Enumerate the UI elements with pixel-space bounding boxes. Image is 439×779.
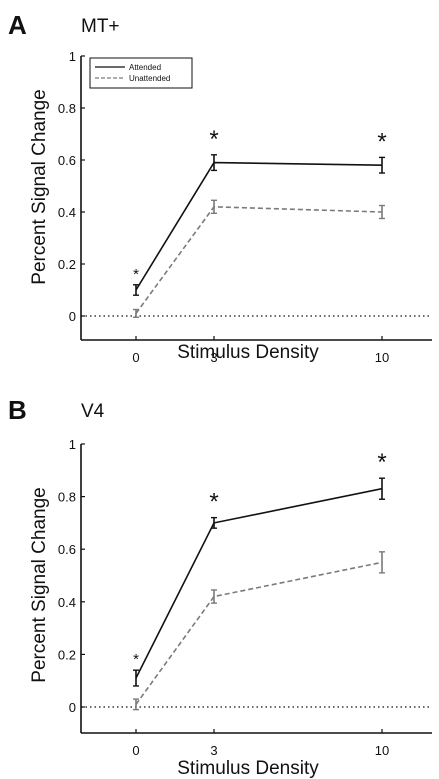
x-axis-label: Stimulus Density [177,758,319,779]
panel-b: B V4 Percent Signal Change Stimulus Dens… [8,395,432,779]
panel-letter: B [8,395,27,425]
y-tick-label: 0.6 [58,153,76,168]
legend-label: Attended [129,63,161,72]
panel-letter: A [8,10,27,40]
y-tick-label: 0.8 [58,101,76,116]
y-tick-label: 0.2 [58,257,76,272]
significance-star: * [133,651,139,668]
series-line-unattended [135,561,383,705]
panel-title: V4 [81,401,105,422]
significance-star: * [209,126,218,153]
y-tick-label: 1 [69,437,76,452]
series-line-unattended [135,205,383,314]
x-tick-label: 3 [210,743,217,758]
legend: Attended Unattended [89,57,193,89]
y-tick-label: 0.6 [58,542,76,557]
y-tick-label: 0.8 [58,490,76,505]
x-tick-label: 10 [375,743,389,758]
x-tick-label: 3 [210,350,217,365]
y-tick-label: 0.2 [58,647,76,662]
significance-star: * [377,449,386,476]
legend-label: Unattended [129,74,170,83]
significance-star: * [133,266,139,283]
legend-box [89,57,193,89]
series-line-attended [135,161,383,291]
panel-title: MT+ [81,16,120,37]
y-axis-label: Percent Signal Change [29,487,50,682]
y-axis-label: Percent Signal Change [29,89,50,284]
y-tick-label: 0.4 [58,205,76,220]
significance-star: * [377,128,386,155]
plot-area: 00.20.40.60.810 3 10*** [58,437,432,758]
x-axis-label: Stimulus Density [177,342,319,363]
x-tick-label: 0 [132,350,139,365]
y-tick-label: 1 [69,49,76,64]
y-tick-label: 0.4 [58,595,76,610]
series-line-attended [135,487,383,679]
y-tick-label: 0 [69,700,76,715]
panel-a: A MT+ Percent Signal Change Stimulus Den… [8,10,432,365]
x-tick-label: 0 [132,743,139,758]
x-tick-label: 10 [375,350,389,365]
y-tick-label: 0 [69,309,76,324]
significance-star: * [209,489,218,516]
